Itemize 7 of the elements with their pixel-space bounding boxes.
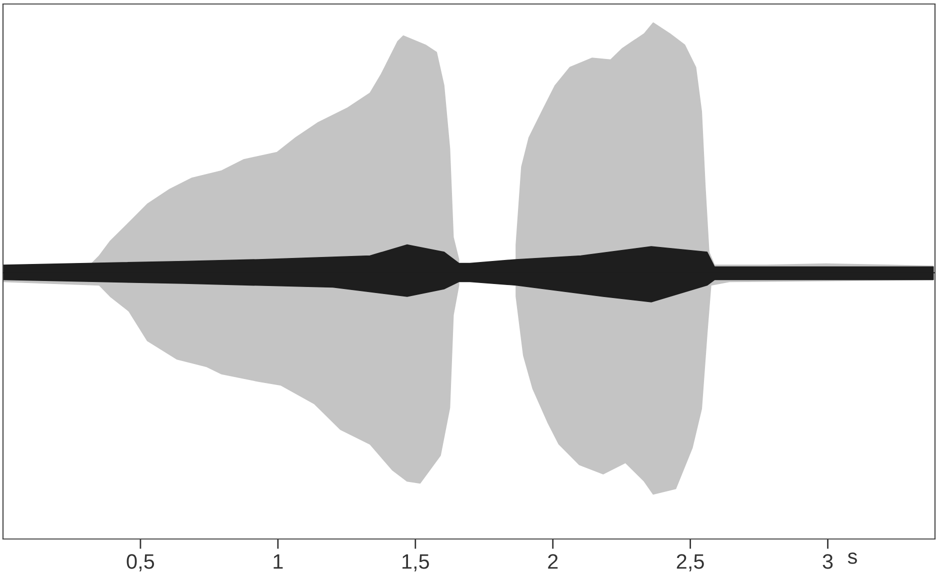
x-tick-label: 1,5 — [402, 554, 429, 572]
x-tick-label: 3 — [822, 554, 833, 569]
x-tick-label: 2,5 — [676, 554, 704, 572]
x-tick-label: 0,5 — [126, 554, 154, 572]
x-tick-label: 1 — [274, 554, 283, 569]
x-axis-title: s — [848, 552, 857, 564]
x-tick-label: 2 — [548, 554, 558, 569]
